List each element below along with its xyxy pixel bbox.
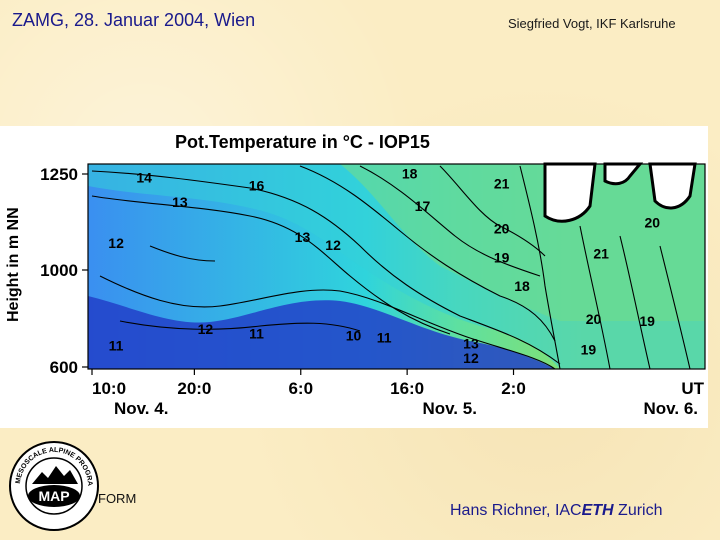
date-label: Nov. 5. <box>422 399 476 418</box>
contour-line <box>99 275 556 370</box>
y-tick-label: 1250 <box>40 165 78 184</box>
y-axis-label: Height in m NN <box>5 207 22 322</box>
footer-credit-eth: ETH <box>581 502 614 519</box>
contour-label: 11 <box>377 329 392 345</box>
x-axis-ticks: 10:0 20:0 6:0 16:0 2:0 <box>91 369 526 398</box>
x-tick-label: 6:0 <box>288 379 313 398</box>
contour-label: 19 <box>581 342 597 358</box>
data-gap-region <box>543 162 597 223</box>
y-axis-ticks: 1250 1000 600 <box>40 165 88 377</box>
contour-line <box>119 320 361 332</box>
contour-label: 18 <box>514 278 530 294</box>
field-band-warm <box>340 164 705 321</box>
contour-line <box>659 245 691 370</box>
author-credit: Siegfried Vogt, IKF Karlsruhe <box>508 16 676 31</box>
contour-label: 21 <box>593 245 609 261</box>
contour-label: 17 <box>415 198 431 214</box>
contour-label: 19 <box>639 313 655 329</box>
contour-label: 20 <box>586 311 602 327</box>
logo-center-text: MAP <box>38 488 69 504</box>
plot-border <box>87 163 706 370</box>
data-gap-region <box>648 162 697 210</box>
footer-credit-prefix: Hans Richner, IAC <box>450 502 582 519</box>
contour-line <box>149 245 216 262</box>
contour-label: 13 <box>295 229 311 245</box>
contour-line <box>519 165 561 370</box>
contour-line <box>619 235 651 370</box>
contour-label: 20 <box>644 215 660 231</box>
contour-label: 20 <box>494 221 510 237</box>
footer-credit: Hans Richner, IACETH Zurich <box>450 502 663 520</box>
contour-line <box>299 165 556 342</box>
contour-line <box>579 225 611 370</box>
contour-lines <box>91 165 691 370</box>
map-programme-logo: MESOSCALE ALPINE PROGRAMME MAP <box>8 440 99 531</box>
contour-label: 12 <box>108 235 124 251</box>
y-tick-label: 600 <box>50 358 78 377</box>
form-label: FORM <box>98 491 137 506</box>
x-tick-label: 10:0 <box>92 379 126 398</box>
date-labels: Nov. 4. Nov. 5. Nov. 6. <box>114 399 698 418</box>
data-gap-region <box>603 162 644 186</box>
chart-title: Pot.Temperature in °C - IOP15 <box>175 132 430 152</box>
y-tick-label: 1000 <box>40 261 78 280</box>
x-tick-label: 16:0 <box>390 379 424 398</box>
contour-label: 11 <box>249 325 264 341</box>
contour-label: 21 <box>494 176 510 192</box>
contour-label: 13 <box>172 194 188 210</box>
contour-label: 19 <box>494 249 510 265</box>
x-tick-label: 2:0 <box>501 379 526 398</box>
x-axis-unit-label: UT <box>681 379 704 398</box>
contour-label: 12 <box>198 321 214 337</box>
contour-label: 14 <box>136 169 152 185</box>
field-band-cold <box>88 296 555 369</box>
contour-label: 10 <box>346 327 362 343</box>
contour-line <box>91 170 561 365</box>
contour-label: 16 <box>249 178 265 194</box>
contour-label: 13 <box>463 336 479 352</box>
contour-line <box>439 165 546 257</box>
contour-line <box>359 165 541 277</box>
contour-label: 18 <box>402 165 418 181</box>
temperature-cross-section-chart: Pot.Temperature in °C - IOP15 Height in … <box>0 126 708 428</box>
x-tick-label: 20:0 <box>177 379 211 398</box>
footer-credit-suffix: Zurich <box>613 502 663 519</box>
contour-label: 12 <box>463 350 479 366</box>
date-label: Nov. 4. <box>114 399 168 418</box>
plot-area <box>87 162 706 370</box>
contour-label: 12 <box>325 237 341 253</box>
contour-label: 11 <box>109 338 124 354</box>
presentation-title: ZAMG, 28. Januar 2004, Wien <box>12 10 256 30</box>
date-label: Nov. 6. <box>644 399 698 418</box>
